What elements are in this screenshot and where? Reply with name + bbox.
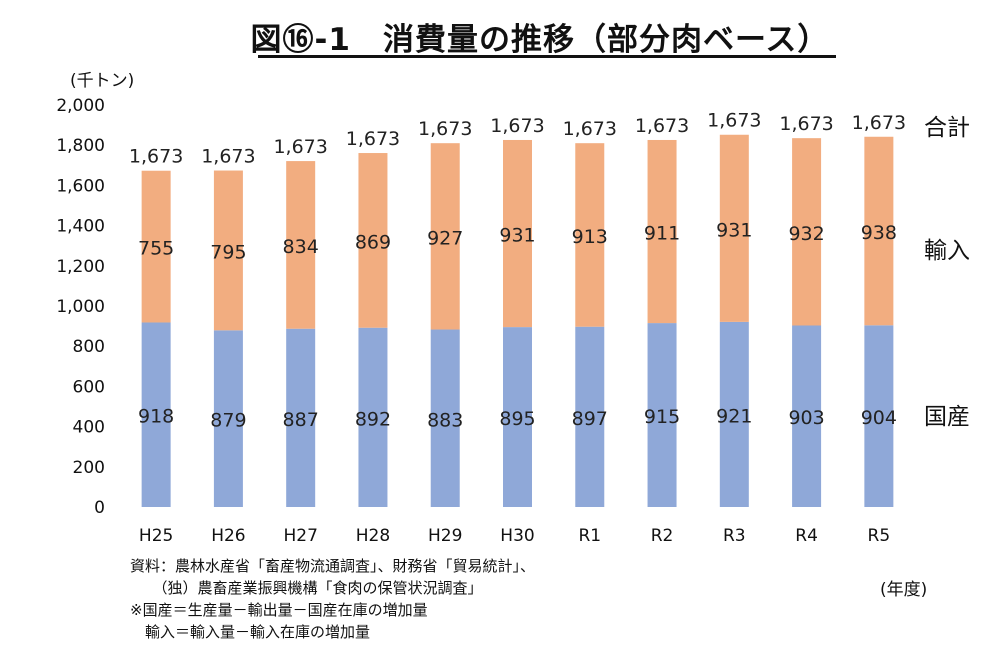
series-label-domestic: 国産 <box>924 404 970 430</box>
data-label-domestic: 895 <box>499 408 535 430</box>
x-tick-label: R5 <box>868 526 891 546</box>
data-label-import: 869 <box>355 231 391 253</box>
data-label-import: 834 <box>283 236 319 258</box>
bar-import <box>864 136 894 326</box>
y-tick-label: 600 <box>73 377 105 397</box>
data-label-import: 927 <box>427 227 463 249</box>
bar-domestic <box>719 321 749 507</box>
y-tick-label: 400 <box>73 418 105 438</box>
x-tick-label: H26 <box>211 526 245 546</box>
bar-import <box>503 139 532 328</box>
data-label-import: 795 <box>210 241 246 263</box>
bar-import <box>141 170 171 323</box>
data-label-domestic: 903 <box>788 407 824 429</box>
bar-domestic <box>213 330 243 507</box>
y-tick-label: 200 <box>73 458 105 478</box>
bar-domestic <box>864 325 894 507</box>
data-label-total: 1,673 <box>779 113 833 135</box>
y-tick-label: 1,200 <box>56 257 105 277</box>
series-label-total: 合計 <box>924 115 970 141</box>
x-tick-label: H27 <box>283 526 317 546</box>
data-label-import: 932 <box>788 223 824 245</box>
bar-import <box>430 143 460 330</box>
y-tick-label: 0 <box>94 498 105 518</box>
bar-import <box>286 161 316 329</box>
bar-import <box>719 134 749 322</box>
bar-domestic <box>430 329 460 507</box>
data-label-total: 1,673 <box>852 112 906 134</box>
data-label-total: 1,673 <box>418 118 472 140</box>
data-label-domestic: 915 <box>644 406 680 428</box>
data-label-import: 913 <box>572 226 608 248</box>
y-tick-label: 1,000 <box>56 297 105 317</box>
data-label-domestic: 879 <box>210 410 246 432</box>
data-label-total: 1,673 <box>490 115 544 137</box>
bar-domestic <box>503 327 532 507</box>
x-tick-label: H25 <box>139 526 173 546</box>
data-label-domestic: 921 <box>716 405 752 427</box>
data-label-domestic: 887 <box>283 409 319 431</box>
bar-import <box>647 139 677 324</box>
x-tick-label: H29 <box>428 526 462 546</box>
source-note-1: 資料：農林水産省「畜産物流通調査」、財務省「貿易統計」、 <box>130 557 536 575</box>
x-tick-label: H28 <box>356 526 390 546</box>
y-tick-label: 1,800 <box>56 136 105 156</box>
bar-domestic <box>141 322 171 507</box>
x-axis-unit-label: (年度) <box>880 580 928 600</box>
data-label-domestic: 897 <box>572 408 608 430</box>
x-tick-label: H30 <box>500 526 534 546</box>
title-underline <box>258 55 836 58</box>
y-tick-label: 1,400 <box>56 217 105 237</box>
definition-note-2: 輸入＝輸入量－輸入在庫の増加量 <box>130 623 371 641</box>
data-label-domestic: 904 <box>861 407 897 429</box>
bar-import <box>792 138 822 326</box>
bar-domestic <box>358 327 388 507</box>
bar-import <box>575 143 605 327</box>
data-label-import: 931 <box>499 225 535 247</box>
source-note-2: （独）農畜産業振興機構「食肉の保管状況調査」 <box>130 579 483 597</box>
x-tick-label: R2 <box>651 526 674 546</box>
data-label-domestic: 918 <box>138 406 174 428</box>
y-tick-label: 1,600 <box>56 176 105 196</box>
bar-domestic <box>575 326 605 507</box>
data-label-total: 1,673 <box>201 146 255 168</box>
data-label-domestic: 892 <box>355 408 391 430</box>
definition-note-1: ※国産＝生産量－輸出量－国産在庫の増加量 <box>130 601 428 619</box>
bar-domestic <box>792 325 822 507</box>
data-label-total: 1,673 <box>707 110 761 132</box>
bar-import <box>358 153 388 328</box>
data-label-total: 1,673 <box>129 146 183 168</box>
y-tick-label: 2,000 <box>56 96 105 116</box>
data-label-total: 1,673 <box>346 128 400 150</box>
data-label-total: 1,673 <box>635 115 689 137</box>
chart-title: 図⑯-1 消費量の推移（部分肉ベース） <box>250 22 830 58</box>
x-tick-label: R3 <box>723 526 746 546</box>
bar-import <box>213 170 243 331</box>
data-label-total: 1,673 <box>273 136 327 158</box>
data-label-import: 755 <box>138 238 174 260</box>
data-label-import: 931 <box>716 219 752 241</box>
series-label-import: 輸入 <box>924 238 970 264</box>
y-tick-label: 800 <box>73 337 105 357</box>
x-tick-label: R1 <box>578 526 601 546</box>
y-axis-unit-label: (千トン) <box>70 71 134 91</box>
bar-domestic <box>647 323 677 507</box>
bar-domestic <box>286 328 316 507</box>
data-label-domestic: 883 <box>427 409 463 431</box>
data-label-import: 938 <box>861 222 897 244</box>
x-tick-label: R4 <box>795 526 818 546</box>
data-label-total: 1,673 <box>563 118 617 140</box>
data-label-import: 911 <box>644 223 680 245</box>
